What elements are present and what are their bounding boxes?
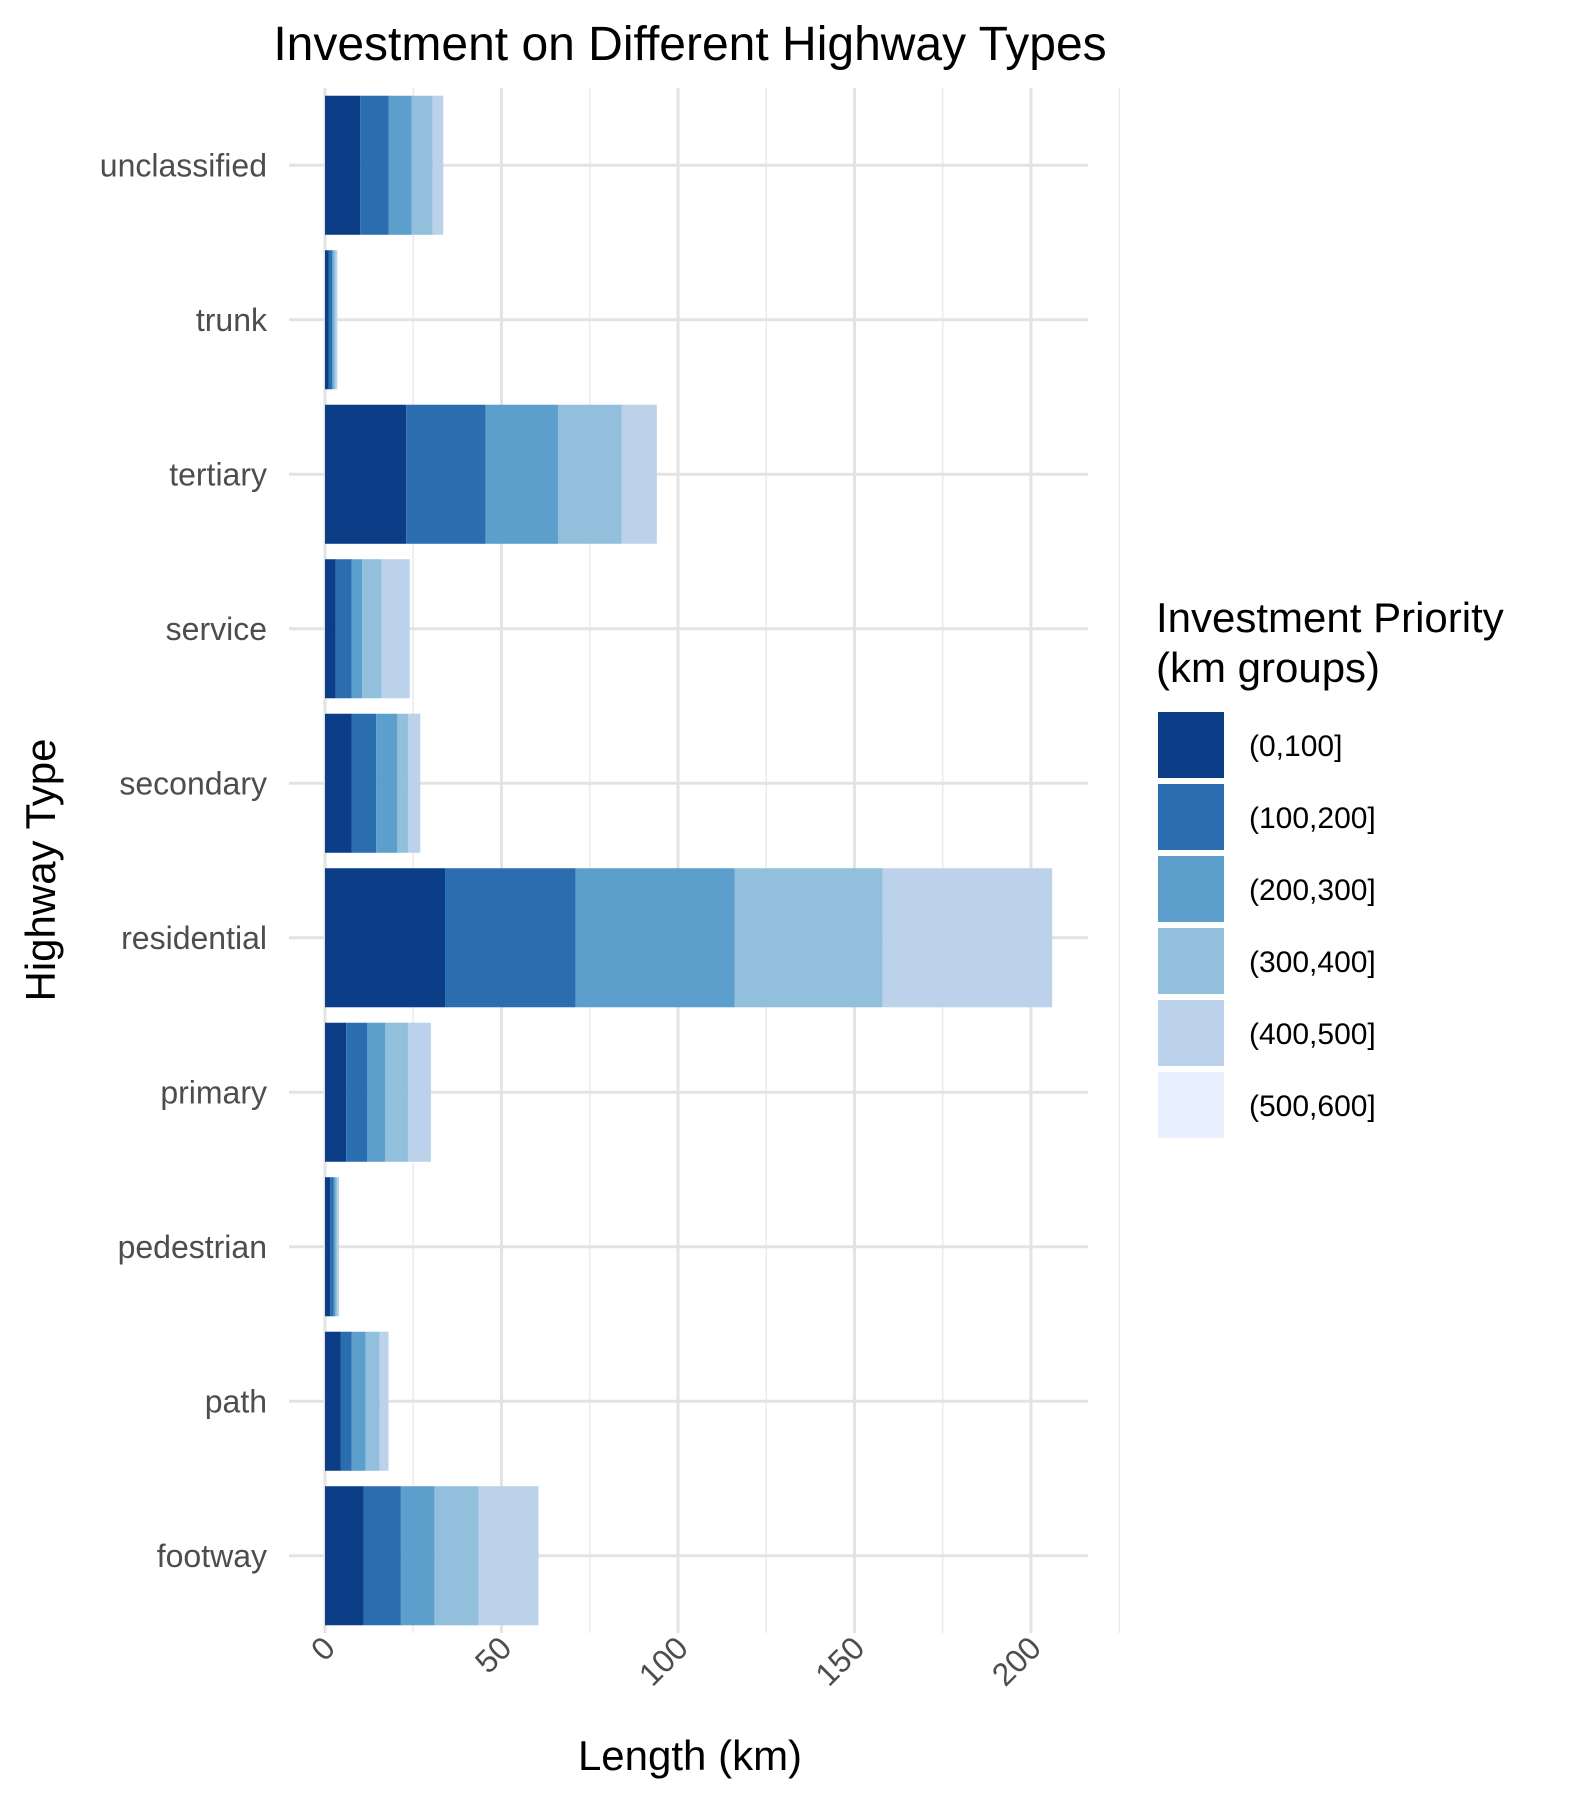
bar-tertiary-(400,500] bbox=[621, 404, 657, 544]
bar-secondary-(200,300] bbox=[376, 713, 398, 853]
y-tick-label: residential bbox=[121, 920, 267, 956]
grid-lines bbox=[289, 88, 1120, 1633]
y-tick-label: tertiary bbox=[169, 456, 267, 492]
x-tick-label: 0 bbox=[304, 1629, 342, 1667]
bar-pedestrian-(300,400] bbox=[335, 1177, 338, 1317]
bar-unclassified-(200,300] bbox=[388, 95, 412, 235]
bar-residential-(0,100] bbox=[325, 868, 446, 1008]
bar-unclassified-(300,400] bbox=[411, 95, 433, 235]
legend-label: (400,500] bbox=[1249, 1018, 1376, 1051]
bar-service-(100,200] bbox=[335, 559, 352, 699]
bar-primary-(100,200] bbox=[346, 1022, 368, 1162]
y-tick-label: secondary bbox=[119, 765, 267, 801]
y-axis-title: Highway Type bbox=[17, 738, 64, 1001]
bar-residential-(400,500] bbox=[882, 868, 1053, 1008]
legend-title-line-2: (km groups) bbox=[1156, 644, 1380, 691]
legend-swatch bbox=[1158, 712, 1224, 778]
bar-trunk-(200,300] bbox=[332, 250, 334, 390]
bar-secondary-(100,200] bbox=[351, 713, 377, 853]
bar-unclassified-(0,100] bbox=[325, 95, 361, 235]
bar-footway-(100,200] bbox=[363, 1486, 401, 1626]
y-tick-label: footway bbox=[157, 1538, 267, 1574]
legend-label: (0,100] bbox=[1249, 730, 1342, 763]
bar-secondary-(400,500] bbox=[407, 713, 421, 853]
bar-path-(100,200] bbox=[340, 1331, 352, 1471]
bar-trunk-(100,200] bbox=[328, 250, 333, 390]
y-tick-label: trunk bbox=[196, 302, 268, 338]
bar-service-(400,500] bbox=[381, 559, 410, 699]
y-tick-label: unclassified bbox=[100, 147, 267, 183]
x-tick-label: 200 bbox=[985, 1629, 1048, 1692]
bar-path-(400,500] bbox=[379, 1331, 389, 1471]
legend-swatch bbox=[1158, 1000, 1224, 1066]
bar-pedestrian-(0,100] bbox=[325, 1177, 331, 1317]
y-tick-labels: footway path pedestrian primary residential s… bbox=[100, 147, 268, 1574]
bar-service-(300,400] bbox=[362, 559, 382, 699]
x-tick-label: 50 bbox=[468, 1629, 519, 1680]
bar-unclassified-(400,500] bbox=[432, 95, 444, 235]
bar-residential-(300,400] bbox=[734, 868, 883, 1008]
bar-footway-(400,500] bbox=[478, 1486, 539, 1626]
legend-label: (500,600] bbox=[1249, 1090, 1376, 1123]
bars bbox=[325, 95, 1053, 1626]
bar-pedestrian-(100,200] bbox=[330, 1177, 334, 1317]
bar-path-(200,300] bbox=[351, 1331, 366, 1471]
legend-label: (100,200] bbox=[1249, 802, 1376, 835]
legend: Investment Priority (km groups) (0,100] (… bbox=[1156, 594, 1504, 1138]
bar-path-(300,400] bbox=[365, 1331, 380, 1471]
bar-residential-(100,200] bbox=[445, 868, 576, 1008]
x-tick-label: 100 bbox=[632, 1629, 695, 1692]
bar-tertiary-(100,200] bbox=[406, 404, 486, 544]
chart-title: Investment on Different Highway Types bbox=[273, 18, 1106, 71]
bar-tertiary-(0,100] bbox=[325, 404, 407, 544]
bar-trunk-(400,500] bbox=[335, 250, 338, 390]
legend-label: (300,400] bbox=[1249, 946, 1376, 979]
x-tick-label: 150 bbox=[808, 1629, 871, 1692]
bar-secondary-(300,400] bbox=[397, 713, 408, 853]
bar-residential-(200,300] bbox=[575, 868, 735, 1008]
bar-primary-(200,300] bbox=[367, 1022, 386, 1162]
y-tick-label: primary bbox=[160, 1074, 267, 1110]
legend-swatch bbox=[1158, 856, 1224, 922]
x-axis-title: Length (km) bbox=[578, 1732, 802, 1779]
bar-path-(0,100] bbox=[325, 1331, 341, 1471]
bar-primary-(0,100] bbox=[325, 1022, 347, 1162]
bar-footway-(0,100] bbox=[325, 1486, 364, 1626]
bar-pedestrian-(400,500] bbox=[337, 1177, 340, 1317]
bar-footway-(200,300] bbox=[400, 1486, 435, 1626]
bar-primary-(400,500] bbox=[407, 1022, 431, 1162]
legend-swatch bbox=[1158, 784, 1224, 850]
legend-swatch bbox=[1158, 1072, 1224, 1138]
y-tick-label: pedestrian bbox=[118, 1229, 267, 1265]
bar-pedestrian-(200,300] bbox=[333, 1177, 336, 1317]
y-tick-label: service bbox=[166, 611, 267, 647]
bar-primary-(300,400] bbox=[385, 1022, 408, 1162]
y-tick-label: path bbox=[205, 1383, 267, 1419]
legend-title-line-1: Investment Priority bbox=[1156, 594, 1504, 641]
bar-footway-(300,400] bbox=[434, 1486, 479, 1626]
bar-tertiary-(200,300] bbox=[485, 404, 558, 544]
bar-trunk-(300,400] bbox=[333, 250, 336, 390]
bar-unclassified-(100,200] bbox=[360, 95, 389, 235]
bar-service-(200,300] bbox=[351, 559, 363, 699]
x-tick-labels: 0 50 100 150 200 bbox=[304, 1629, 1048, 1692]
bar-service-(0,100] bbox=[325, 559, 336, 699]
legend-swatch bbox=[1158, 928, 1224, 994]
bar-tertiary-(300,400] bbox=[557, 404, 622, 544]
legend-label: (200,300] bbox=[1249, 874, 1376, 907]
bar-secondary-(0,100] bbox=[325, 713, 352, 853]
bar-trunk-(0,100] bbox=[325, 250, 329, 390]
